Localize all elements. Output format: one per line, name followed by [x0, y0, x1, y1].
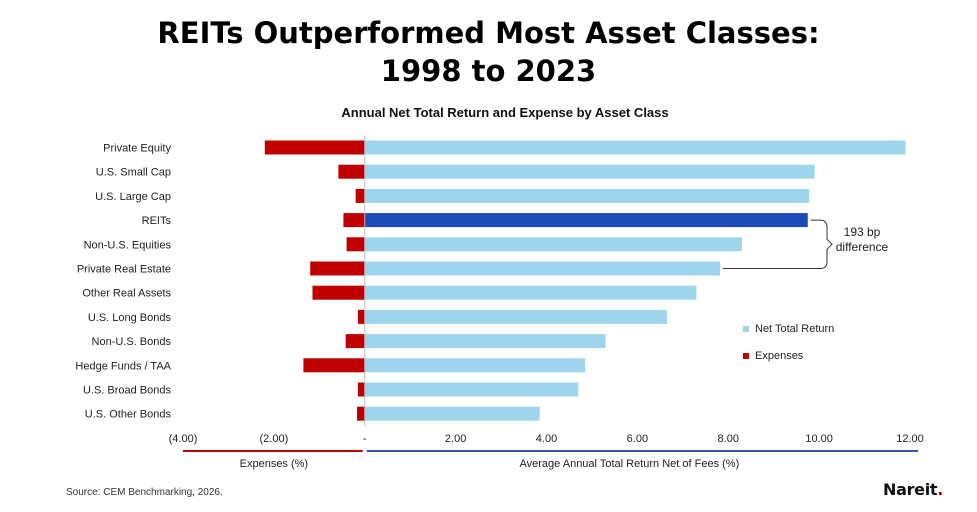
return-bar-u-s-broad-bonds — [364, 382, 579, 397]
category-label-non-u-s-equities: Non-U.S. Equities — [84, 239, 172, 251]
expense-bar-u-s-other-bonds — [357, 406, 365, 421]
expense-bar-hedge-funds-taa — [303, 358, 365, 373]
category-label-non-u-s-bonds: Non-U.S. Bonds — [92, 336, 172, 348]
x-tick-label: 4.00 — [536, 433, 557, 445]
return-bar-private-equity — [364, 140, 906, 155]
category-label-u-s-other-bonds: U.S. Other Bonds — [85, 409, 172, 421]
legend-swatch-net-total-return — [743, 326, 749, 332]
return-bar-other-real-assets — [364, 285, 697, 300]
x-tick-label: 2.00 — [445, 433, 466, 445]
category-label-reits: REITs — [142, 215, 172, 227]
expense-bar-non-u-s-bonds — [345, 334, 365, 349]
source-note: Source: CEM Benchmarking, 2026. — [66, 487, 223, 498]
category-label-u-s-small-cap: U.S. Small Cap — [96, 167, 171, 179]
annotation-bracket — [723, 219, 833, 269]
return-bar-u-s-large-cap — [364, 188, 810, 203]
return-bar-non-u-s-bonds — [364, 334, 606, 349]
chart-title: Annual Net Total Return and Expense by A… — [341, 105, 669, 120]
x-tick-label: 8.00 — [718, 433, 739, 445]
axis-titles: Expenses (%) Average Annual Total Return … — [183, 450, 918, 470]
legend-label-expenses: Expenses — [755, 350, 804, 362]
return-bar-non-u-s-equities — [364, 237, 742, 252]
x-tick-label: (4.00) — [169, 433, 198, 445]
expense-bar-private-real-estate — [310, 261, 365, 276]
logo-text: Nareit — [883, 480, 938, 499]
category-labels: Private Equity U.S. Small Cap U.S. Large C… — [75, 143, 171, 421]
category-label-u-s-large-cap: U.S. Large Cap — [95, 191, 171, 203]
legend-label-net-total-return: Net Total Return — [755, 323, 834, 335]
expense-bar-u-s-large-cap — [355, 188, 365, 203]
expense-bar-u-s-small-cap — [338, 164, 365, 179]
legend: Net Total Return Expenses — [743, 323, 834, 362]
return-bar-hedge-funds-taa — [364, 358, 586, 373]
return-bar-u-s-long-bonds — [364, 309, 667, 324]
return-bar-u-s-other-bonds — [364, 406, 540, 421]
return-bar-u-s-small-cap — [364, 164, 815, 179]
category-label-hedge-funds-taa: Hedge Funds / TAA — [75, 360, 171, 372]
x-axis-label-expenses: Expenses (%) — [240, 458, 308, 470]
category-label-private-real-estate: Private Real Estate — [77, 264, 171, 276]
category-label-u-s-broad-bonds: U.S. Broad Bonds — [83, 385, 172, 397]
main-title-line-2: 1998 to 2023 — [380, 54, 597, 88]
main-title-line-1: REITs Outperformed Most Asset Classes: — [157, 16, 820, 50]
main-title: REITs Outperformed Most Asset Classes: 1… — [0, 14, 977, 90]
x-tick-label: 10.00 — [805, 433, 833, 445]
category-label-u-s-long-bonds: U.S. Long Bonds — [88, 312, 172, 324]
legend-swatch-expenses — [743, 353, 749, 359]
x-tick-labels: (4.00) (2.00) - 2.00 4.00 6.00 8.00 10.00 12.00 — [169, 433, 924, 445]
x-tick-label: 12.00 — [896, 433, 924, 445]
expense-bar-reits — [343, 213, 365, 228]
expense-bar-private-equity — [264, 140, 365, 155]
category-label-other-real-assets: Other Real Assets — [82, 288, 171, 300]
return-bar-reits — [364, 213, 808, 228]
expense-bar-u-s-broad-bonds — [357, 382, 365, 397]
category-label-private-equity: Private Equity — [103, 143, 171, 155]
x-tick-label: (2.00) — [260, 433, 289, 445]
annotation-text: difference — [836, 240, 889, 254]
expense-bar-u-s-long-bonds — [357, 309, 365, 324]
expense-bars — [264, 140, 365, 421]
return-bars — [364, 140, 906, 421]
x-tick-label: 6.00 — [627, 433, 648, 445]
x-axis-label-return: Average Annual Total Return Net of Fees … — [520, 458, 740, 470]
expense-bar-other-real-assets — [312, 285, 365, 300]
nareit-logo: Nareit. — [883, 480, 944, 499]
return-bar-private-real-estate — [364, 261, 721, 276]
expense-bar-non-u-s-equities — [346, 237, 365, 252]
annotation-text: 193 bp — [844, 225, 881, 239]
x-tick-label: - — [363, 433, 367, 445]
